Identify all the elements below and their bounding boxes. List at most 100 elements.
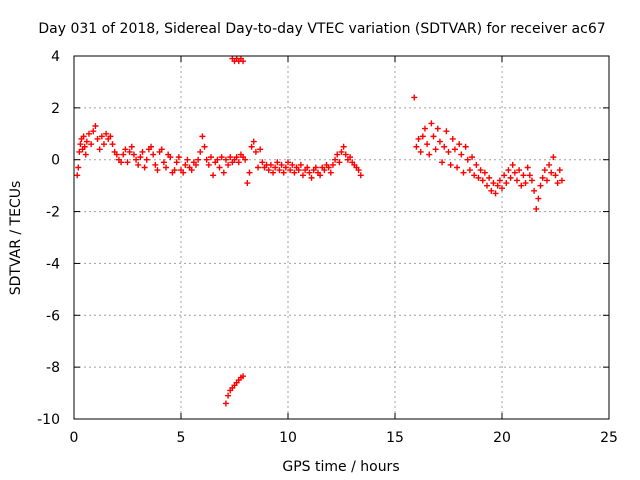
data-point <box>197 148 204 155</box>
data-point <box>299 172 306 179</box>
data-point <box>505 167 512 174</box>
data-point <box>456 141 463 148</box>
data-point <box>240 58 247 65</box>
data-point <box>126 148 133 155</box>
data-point <box>203 156 210 163</box>
data-point <box>537 182 544 189</box>
data-point <box>124 159 131 166</box>
data-point <box>516 167 523 174</box>
data-point <box>173 159 180 166</box>
data-point <box>135 161 142 168</box>
data-point <box>195 156 202 163</box>
data-point <box>252 148 259 155</box>
data-point <box>329 161 336 168</box>
data-point <box>458 151 465 158</box>
data-point <box>96 146 103 153</box>
data-point <box>233 154 240 161</box>
data-point <box>137 154 144 161</box>
data-point <box>139 148 146 155</box>
data-point <box>160 159 167 166</box>
data-point <box>141 164 148 171</box>
data-point <box>481 169 488 176</box>
grid-lines <box>74 56 609 419</box>
x-tick-label: 15 <box>386 430 404 446</box>
data-point <box>548 169 555 176</box>
plot-frame <box>73 55 610 420</box>
data-point <box>98 133 105 140</box>
x-tick-label: 10 <box>279 430 297 446</box>
data-point <box>550 154 557 161</box>
x-axis-label: GPS time / hours <box>282 459 399 475</box>
data-point <box>531 187 538 194</box>
data-point <box>82 151 89 158</box>
data-point <box>225 161 232 168</box>
data-point <box>325 164 332 171</box>
data-point <box>558 177 565 184</box>
y-tick-label: 2 <box>51 101 60 117</box>
data-point <box>248 143 255 150</box>
data-point <box>511 169 518 176</box>
data-point <box>552 172 559 179</box>
data-point <box>556 167 563 174</box>
y-tick-label: 0 <box>51 153 60 169</box>
data-point <box>434 125 441 132</box>
data-point <box>113 151 120 158</box>
data-point <box>85 130 92 137</box>
y-tick-label: -4 <box>46 256 60 272</box>
data-point <box>451 146 458 153</box>
x-tick-label: 20 <box>493 430 511 446</box>
data-point <box>103 130 110 137</box>
data-point <box>244 180 251 187</box>
data-point <box>167 154 174 161</box>
data-point <box>218 154 225 161</box>
data-point <box>340 143 347 150</box>
data-point <box>278 161 285 168</box>
data-point <box>255 164 262 171</box>
data-point <box>100 141 107 148</box>
data-point <box>122 146 129 153</box>
data-point <box>460 169 467 176</box>
data-point <box>447 161 454 168</box>
data-point <box>424 141 431 148</box>
data-point <box>158 146 165 153</box>
x-tick-label: 5 <box>177 430 186 446</box>
data-point <box>205 161 212 168</box>
data-point <box>287 167 294 174</box>
data-point <box>199 133 206 140</box>
chart-title: Day 031 of 2018, Sidereal Day-to-day VTE… <box>38 21 605 37</box>
data-point <box>520 172 527 179</box>
data-point <box>152 161 159 168</box>
data-point <box>466 167 473 174</box>
y-tick-label: 4 <box>51 49 60 65</box>
data-point <box>295 167 302 174</box>
data-point <box>334 151 341 158</box>
data-point <box>242 156 249 163</box>
data-point <box>285 159 291 166</box>
data-point <box>554 180 561 187</box>
data-point <box>267 161 274 168</box>
data-point <box>280 169 287 176</box>
data-point <box>355 167 362 174</box>
data-point <box>182 161 189 168</box>
data-point <box>94 135 101 142</box>
data-point <box>441 143 448 150</box>
y-tick-label: -6 <box>46 308 60 324</box>
data-point <box>357 172 364 179</box>
x-tick-label: 25 <box>600 430 618 446</box>
data-point <box>430 133 437 140</box>
data-point <box>535 195 542 202</box>
data-point <box>143 156 150 163</box>
data-point <box>426 151 433 158</box>
data-point <box>513 177 520 184</box>
data-point <box>118 159 125 166</box>
data-point <box>445 148 452 155</box>
data-point <box>220 169 227 176</box>
data-point <box>308 174 315 181</box>
data-point <box>332 156 339 163</box>
data-point <box>338 148 345 155</box>
data-point <box>518 182 525 189</box>
data-point <box>270 169 277 176</box>
data-point <box>225 392 232 399</box>
data-point <box>133 156 140 163</box>
data-point <box>507 174 514 181</box>
